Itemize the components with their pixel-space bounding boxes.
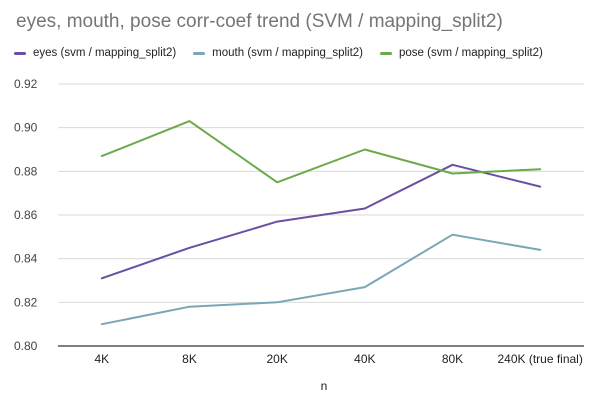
legend-item-pose[interactable]: pose (svm / mapping_split2): [380, 47, 543, 59]
legend-swatch-mouth: [193, 51, 206, 55]
chart-title: eyes, mouth, pose corr-coef trend (SVM /…: [16, 11, 503, 32]
x-tick-label: 20K: [266, 352, 287, 366]
legend-label-pose: pose (svm / mapping_split2): [399, 47, 543, 59]
y-tick-label: 0.84: [14, 252, 38, 266]
x-tick-label: 240K (true final): [497, 352, 582, 366]
legend-label-eyes: eyes (svm / mapping_split2): [33, 47, 177, 59]
y-tick-label: 0.92: [14, 77, 38, 91]
series-line-mouth: [100, 233, 542, 326]
legend-item-eyes[interactable]: eyes (svm / mapping_split2): [14, 47, 176, 59]
y-tick-label: 0.86: [14, 208, 38, 222]
legend: eyes (svm / mapping_split2) mouth (svm /…: [14, 47, 560, 59]
series-line-pose: [100, 120, 542, 184]
y-tick-label: 0.90: [14, 121, 38, 135]
x-tick-label: 4K: [94, 352, 109, 366]
legend-swatch-eyes: [14, 51, 26, 55]
legend-swatch-pose: [380, 51, 393, 55]
x-tick-label: 80K: [442, 352, 463, 366]
y-tick-label: 0.82: [14, 295, 38, 309]
legend-item-mouth[interactable]: mouth (svm / mapping_split2): [193, 47, 363, 59]
legend-label-mouth: mouth (svm / mapping_split2): [212, 47, 364, 59]
series-line-eyes: [100, 163, 542, 280]
x-tick-label: 8K: [182, 352, 197, 366]
x-tick-label: 40K: [354, 352, 375, 366]
y-tick-label: 0.88: [14, 164, 38, 178]
x-axis-title: n: [321, 379, 328, 393]
y-tick-label: 0.80: [14, 339, 38, 353]
